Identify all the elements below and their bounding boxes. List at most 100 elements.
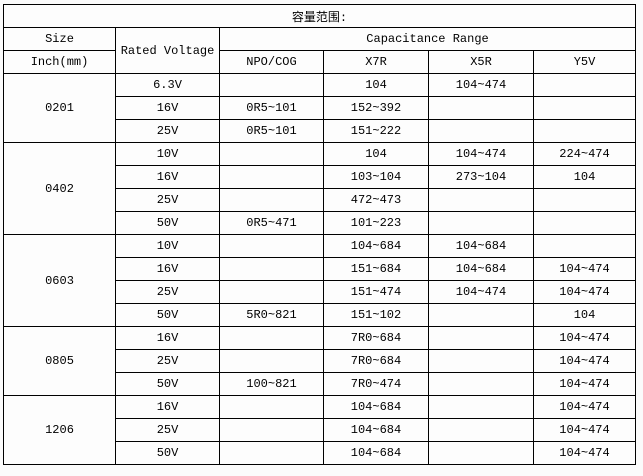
table-row: 0201 6.3V 104 104~474 — [3, 73, 637, 143]
x5r-cell — [428, 418, 534, 442]
x5r-cell — [428, 441, 534, 465]
npo-cog-cell: 100~821 — [219, 372, 324, 396]
table-row: 1206 16V 104~684 104~474 — [3, 395, 637, 465]
npo-cog-cell: 5R0~821 — [219, 303, 324, 327]
table-row: 25V 151~474 104~474 104~474 — [4, 280, 637, 304]
x7r-cell: 152~392 — [323, 96, 429, 120]
npo-cog-cell — [219, 349, 324, 373]
table-row: 0402 10V 104 104~474 224~474 — [3, 142, 637, 235]
voltage-cell: 16V — [115, 96, 220, 120]
x5r-cell: 104~684 — [428, 234, 534, 258]
y5v-cell: 104 — [532, 165, 637, 189]
header-x7r: X7R — [323, 50, 429, 74]
y5v-cell — [532, 73, 637, 97]
x7r-cell: 472~473 — [323, 188, 429, 212]
x7r-cell: 104~684 — [323, 234, 429, 258]
voltage-cell: 25V — [115, 119, 220, 143]
table-row: 25V 7R0~684 104~474 — [4, 349, 637, 373]
voltage-cell: 25V — [115, 188, 220, 212]
x5r-cell — [428, 303, 534, 327]
header-capacitance-range: Capacitance Range — [218, 27, 637, 51]
y5v-cell: 104~474 — [532, 372, 637, 396]
x5r-cell — [428, 96, 534, 120]
header-row-top: Size Rated Voltage Capacitance Range — [3, 27, 637, 74]
x7r-cell: 104~684 — [323, 441, 429, 465]
x7r-cell: 151~684 — [323, 257, 429, 281]
size-cell: 0402 — [3, 142, 116, 235]
npo-cog-cell — [219, 280, 324, 304]
voltage-cell: 10V — [115, 234, 220, 258]
x5r-cell: 104~474 — [428, 142, 534, 166]
npo-cog-cell: 0R5~101 — [219, 96, 324, 120]
x7r-cell: 7R0~684 — [323, 326, 429, 350]
header-y5v: Y5V — [532, 50, 637, 74]
x5r-cell — [428, 188, 534, 212]
x7r-cell: 104~684 — [323, 395, 429, 419]
y5v-cell — [532, 211, 637, 235]
x5r-cell — [428, 119, 534, 143]
voltage-cell: 50V — [115, 441, 220, 465]
x7r-cell: 151~222 — [323, 119, 429, 143]
capacitance-range-table: 容量范围: Size Rated Voltage Capacitance Ran… — [2, 4, 637, 465]
voltage-cell: 50V — [115, 372, 220, 396]
header-x5r: X5R — [428, 50, 534, 74]
npo-cog-cell — [219, 234, 324, 258]
voltage-cell: 25V — [115, 280, 220, 304]
y5v-cell: 104 — [532, 303, 637, 327]
header-npo-cog: NPO/COG — [219, 50, 324, 74]
voltage-cell: 25V — [115, 349, 220, 373]
x5r-cell: 104~684 — [428, 257, 534, 281]
table-row: 0805 16V 7R0~684 104~474 — [3, 326, 637, 396]
x5r-cell — [428, 349, 534, 373]
y5v-cell: 104~474 — [532, 257, 637, 281]
npo-cog-cell — [219, 395, 324, 419]
header-size: Size — [3, 27, 116, 51]
voltage-cell: 50V — [115, 303, 220, 327]
x7r-cell: 103~104 — [323, 165, 429, 189]
x7r-cell: 104~684 — [323, 418, 429, 442]
y5v-cell — [532, 234, 637, 258]
voltage-cell: 16V — [115, 326, 220, 350]
x5r-cell — [428, 372, 534, 396]
x5r-cell: 104~474 — [428, 73, 534, 97]
y5v-cell — [532, 119, 637, 143]
x7r-cell: 151~474 — [323, 280, 429, 304]
size-cell: 0603 — [3, 234, 116, 327]
y5v-cell: 104~474 — [532, 441, 637, 465]
npo-cog-cell — [219, 188, 324, 212]
voltage-cell: 16V — [115, 165, 220, 189]
y5v-cell — [532, 188, 637, 212]
voltage-cell: 10V — [115, 142, 220, 166]
table-body: 0201 6.3V 104 104~474 16V 0R5~101 152~392 25V 0R… — [3, 73, 637, 465]
header-row-sub: Inch(mm) NPO/COG X7R X5R Y5V — [3, 50, 637, 74]
title-row: 容量范围: — [2, 4, 637, 28]
table-row: 16V 0R5~101 152~392 — [4, 96, 637, 120]
npo-cog-cell — [219, 142, 324, 166]
y5v-cell: 224~474 — [532, 142, 637, 166]
voltage-cell: 16V — [115, 395, 220, 419]
npo-cog-cell: 0R5~471 — [219, 211, 324, 235]
size-cell: 0805 — [3, 326, 116, 396]
x5r-cell — [428, 395, 534, 419]
x7r-cell: 7R0~474 — [323, 372, 429, 396]
y5v-cell: 104~474 — [532, 326, 637, 350]
y5v-cell — [532, 96, 637, 120]
voltage-cell: 25V — [115, 418, 220, 442]
npo-cog-cell — [219, 165, 324, 189]
voltage-cell: 16V — [115, 257, 220, 281]
x7r-cell: 101~223 — [323, 211, 429, 235]
header-inch-mm: Inch(mm) — [3, 50, 116, 74]
y5v-cell: 104~474 — [532, 280, 637, 304]
table-title: 容量范围: — [2, 4, 637, 28]
npo-cog-cell — [219, 418, 324, 442]
table-row: 0603 10V 104~684 104~684 — [3, 234, 637, 327]
npo-cog-cell — [219, 441, 324, 465]
x5r-cell: 104~474 — [428, 280, 534, 304]
x5r-cell: 273~104 — [428, 165, 534, 189]
x7r-cell: 104 — [323, 142, 429, 166]
npo-cog-cell: 0R5~101 — [219, 119, 324, 143]
table-row: 25V 0R5~101 151~222 — [4, 119, 637, 143]
table-row: 16V 151~684 104~684 104~474 — [4, 257, 637, 281]
x7r-cell: 104 — [323, 73, 429, 97]
